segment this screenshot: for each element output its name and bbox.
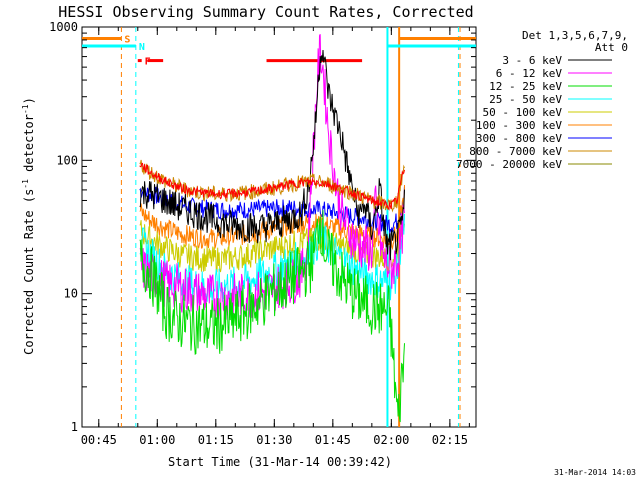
flag-label-f: F <box>145 57 151 68</box>
flag-label-s: S <box>124 34 130 45</box>
y-tick-label: 10 <box>64 287 78 301</box>
x-axis-label: Start Time (31-Mar-14 00:39:42) <box>168 455 392 469</box>
legend-entry-label: 300 - 800 keV <box>476 132 562 145</box>
y-tick-label: 1 <box>71 420 78 434</box>
x-tick-label: 02:15 <box>432 433 468 447</box>
legend-entry-label: 50 - 100 keV <box>483 106 563 119</box>
flag-label-n: N <box>139 42 145 53</box>
legend-entry-label: 25 - 50 keV <box>489 93 562 106</box>
plot-frame <box>81 26 477 428</box>
x-tick-label: 01:45 <box>315 433 351 447</box>
x-tick-label: 01:30 <box>256 433 292 447</box>
series-line-6 <box>139 184 405 234</box>
x-tick-label: 00:45 <box>81 433 117 447</box>
legend-entry-label: 100 - 300 keV <box>476 119 562 132</box>
legend-entry-label: 6 - 12 keV <box>496 67 563 80</box>
y-axis-ticks: 1 10 100 1000 <box>49 20 476 434</box>
timestamp: 31-Mar-2014 14:03 <box>554 468 636 477</box>
legend-entry-label: 12 - 25 keV <box>489 80 562 93</box>
series-line-2 <box>139 210 405 423</box>
legend-entry-label: 800 - 7000 keV <box>469 145 562 158</box>
x-tick-label: 02:00 <box>373 433 409 447</box>
plot-area <box>81 26 477 428</box>
chart-title: HESSI Observing Summary Count Rates, Cor… <box>58 3 473 21</box>
legend-entry-label: 7000 - 20000 keV <box>456 158 562 171</box>
x-tick-label: 01:00 <box>139 433 175 447</box>
x-tick-label: 01:15 <box>198 433 234 447</box>
legend-header-line1: Det 1,3,5,6,7,9, <box>522 29 628 42</box>
y-tick-label: 100 <box>56 153 78 167</box>
x-axis-ticks: 00:45 01:00 01:15 01:30 01:45 02:00 02:15 <box>81 27 470 447</box>
legend-entry-label: 3 - 6 keV <box>502 54 562 67</box>
series-lines <box>139 33 405 423</box>
legend-header-line2: Att 0 <box>595 41 628 54</box>
flag-bars: SNF <box>82 34 476 68</box>
series-line-red <box>139 162 405 211</box>
series-line-0 <box>139 49 405 261</box>
y-tick-label: 1000 <box>49 20 78 34</box>
y-axis-label: Corrected Count Rate (s-1 detector-1) <box>21 97 36 355</box>
